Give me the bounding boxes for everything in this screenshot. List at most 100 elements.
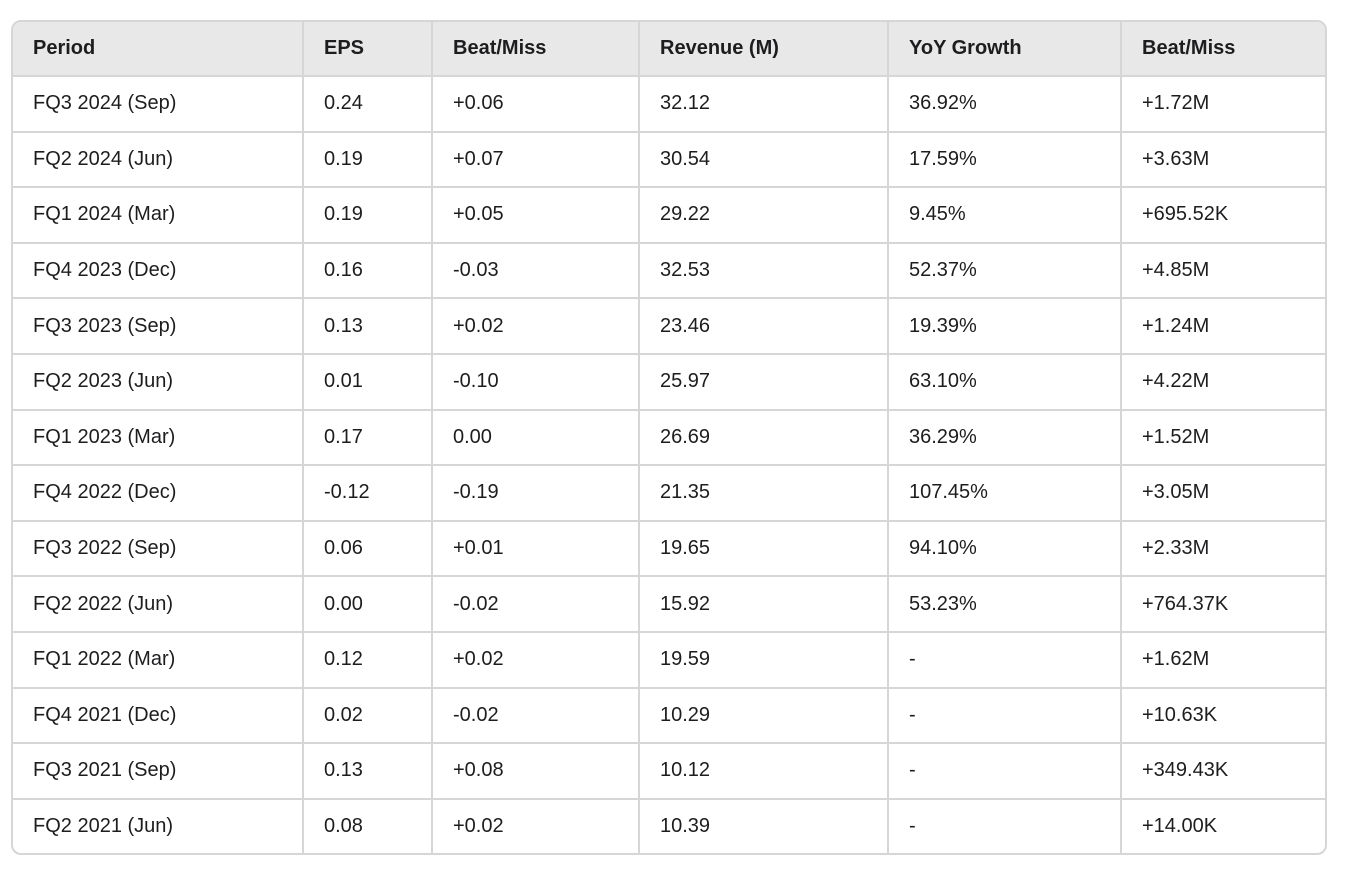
table-row: FQ2 2024 (Jun) 0.19 +0.07 30.54 17.59% +3.63M: [13, 131, 1325, 189]
cell-period: FQ3 2024 (Sep): [13, 76, 304, 133]
cell-eps: 0.19: [303, 187, 433, 244]
cell-eps-beat-miss: 0.00: [432, 409, 640, 467]
cell-period: FQ2 2023 (Jun): [13, 353, 304, 411]
cell-yoy-growth: 36.29%: [888, 409, 1122, 467]
cell-revenue: 26.69: [639, 409, 889, 467]
column-header-eps: EPS: [303, 22, 433, 77]
cell-yoy-growth: 63.10%: [888, 353, 1122, 411]
cell-revenue: 32.12: [639, 76, 889, 133]
cell-revenue: 10.39: [639, 798, 889, 854]
cell-eps-beat-miss: +0.08: [432, 743, 640, 800]
cell-yoy-growth: 19.39%: [888, 298, 1122, 355]
earnings-table-container: Period EPS Beat/Miss Revenue (M) YoY Growth B…: [11, 20, 1327, 856]
cell-eps: 0.17: [303, 409, 433, 467]
cell-revenue-beat-miss: +1.24M: [1121, 298, 1325, 355]
cell-revenue-beat-miss: +4.85M: [1121, 242, 1325, 300]
cell-revenue-beat-miss: +349.43K: [1121, 743, 1325, 800]
cell-yoy-growth: -: [888, 631, 1122, 689]
cell-revenue-beat-miss: +3.63M: [1121, 131, 1325, 189]
table-row: FQ4 2023 (Dec) 0.16 -0.03 32.53 52.37% +4.85M: [13, 242, 1325, 300]
cell-eps: 0.02: [303, 687, 433, 745]
cell-period: FQ3 2021 (Sep): [13, 743, 304, 800]
cell-revenue-beat-miss: +3.05M: [1121, 465, 1325, 522]
cell-revenue-beat-miss: +14.00K: [1142, 815, 1218, 838]
table-row: FQ3 2024 (Sep) 0.24 +0.06 32.12 36.92% +1.72M: [13, 76, 1325, 133]
cell-yoy-growth: 94.10%: [888, 520, 1122, 578]
cell-eps-beat-miss: +0.02: [432, 298, 640, 355]
cell-revenue-beat-miss: +1.62M: [1121, 631, 1325, 689]
cell-revenue: 19.65: [639, 520, 889, 578]
cell-eps: -0.12: [303, 465, 433, 522]
cell-period: FQ4 2021 (Dec): [13, 687, 304, 745]
cell-revenue: 21.35: [639, 465, 889, 522]
cell-eps-beat-miss: -0.19: [432, 465, 640, 522]
cell-period: FQ1 2023 (Mar): [13, 409, 304, 467]
column-header-period: Period: [13, 22, 304, 77]
cell-eps-beat-miss: +0.05: [432, 187, 640, 244]
table-row: FQ2 2021 (Jun) 0.08 +0.02 10.39- +14.00K: [13, 798, 1325, 854]
column-header-revenue-beat-miss: Beat/Miss: [1121, 22, 1325, 77]
cell-eps-beat-miss: -0.02: [432, 576, 640, 633]
cell-revenue-beat-miss: +695.52K: [1121, 187, 1325, 244]
cell-eps-beat-miss: +0.02: [432, 798, 640, 854]
cell-eps: 0.06: [303, 520, 433, 578]
cell-yoy-growth: 53.23%: [888, 576, 1122, 633]
table-row: FQ3 2022 (Sep) 0.06 +0.01 19.65 94.10% +2.33M: [13, 520, 1325, 578]
cell-period: FQ1 2024 (Mar): [13, 187, 304, 244]
earnings-table: Period EPS Beat/Miss Revenue (M) YoY Growth B…: [13, 22, 1325, 854]
cell-yoy-growth: 17.59%: [888, 131, 1122, 189]
cell-eps-beat-miss: +0.06: [432, 76, 640, 133]
cell-eps: 0.19: [303, 131, 433, 189]
cell-revenue: 29.22: [639, 187, 889, 244]
cell-revenue-beat-miss: +1.52M: [1121, 409, 1325, 467]
cell-period: FQ4 2022 (Dec): [13, 465, 304, 522]
cell-yoy-growth: -: [888, 798, 1122, 854]
table-row: FQ4 2021 (Dec) 0.02 -0.02 10.29- +10.63K: [13, 687, 1325, 745]
cell-eps: 0.01: [303, 353, 433, 411]
cell-period: FQ1 2022 (Mar): [13, 631, 304, 689]
cell-revenue: 30.54: [639, 131, 889, 189]
cell-revenue-beat-miss: +764.37K: [1121, 576, 1325, 633]
cell-revenue: 19.59: [639, 631, 889, 689]
cell-eps-beat-miss: +0.01: [432, 520, 640, 578]
cell-revenue: 25.97: [639, 353, 889, 411]
cell-eps: 0.08: [303, 798, 433, 854]
cell-revenue-beat-miss: +10.63K: [1121, 687, 1325, 745]
cell-period: FQ4 2023 (Dec): [13, 242, 304, 300]
cell-revenue: 15.92: [639, 576, 889, 633]
cell-eps-beat-miss: +0.07: [432, 131, 640, 189]
table-row: FQ3 2021 (Sep) 0.13 +0.08 10.12- +349.43K: [13, 743, 1325, 800]
cell-revenue: 10.29: [639, 687, 889, 745]
table-row: FQ4 2022 (Dec) -0.12 -0.19 21.35 107.45% +3.0…: [13, 465, 1325, 522]
cell-revenue: 10.12: [639, 743, 889, 800]
cell-revenue-beat-miss: +4.22M: [1121, 353, 1325, 411]
cell-yoy-growth: 36.92%: [888, 76, 1122, 133]
cell-period: FQ2 2022 (Jun): [13, 576, 304, 633]
cell-eps-beat-miss: +0.02: [432, 631, 640, 689]
cell-revenue: 23.46: [639, 298, 889, 355]
cell-eps-beat-miss: -0.03: [432, 242, 640, 300]
cell-eps-beat-miss: -0.10: [432, 353, 640, 411]
column-header-revenue: Revenue (M): [639, 22, 889, 77]
cell-yoy-growth: 107.45%: [888, 465, 1122, 522]
table-row: FQ1 2022 (Mar) 0.12 +0.02 19.59- +1.62M: [13, 631, 1325, 689]
cell-revenue-beat-miss: +2.33M: [1121, 520, 1325, 578]
column-header-yoy-growth: YoY Growth: [888, 22, 1122, 77]
cell-yoy-growth: -: [888, 743, 1122, 800]
cell-eps-beat-miss: -0.02: [432, 687, 640, 745]
table-header-row: Period EPS Beat/Miss Revenue (M) YoY Growth B…: [13, 22, 1325, 77]
table-row: FQ3 2023 (Sep) 0.13 +0.02 23.46 19.39% +1.24M: [13, 298, 1325, 355]
cell-eps: 0.12: [303, 631, 433, 689]
cell-yoy-growth: 52.37%: [888, 242, 1122, 300]
cell-eps: 0.13: [303, 743, 433, 800]
cell-eps: 0.00: [303, 576, 433, 633]
cell-period: FQ2 2021 (Jun): [13, 798, 304, 854]
cell-period: FQ3 2022 (Sep): [13, 520, 304, 578]
column-header-eps-beat-miss: Beat/Miss: [432, 22, 640, 77]
cell-period: FQ3 2023 (Sep): [13, 298, 304, 355]
cell-eps: 0.24: [303, 76, 433, 133]
cell-yoy-growth: -: [888, 687, 1122, 745]
table-row: FQ1 2024 (Mar) 0.19 +0.05 29.22 9.45% +695.52…: [13, 187, 1325, 244]
table-row: FQ2 2022 (Jun) 0.00 -0.02 15.92 53.23% +764.3…: [13, 576, 1325, 633]
cell-revenue-beat-miss: +1.72M: [1121, 76, 1325, 133]
